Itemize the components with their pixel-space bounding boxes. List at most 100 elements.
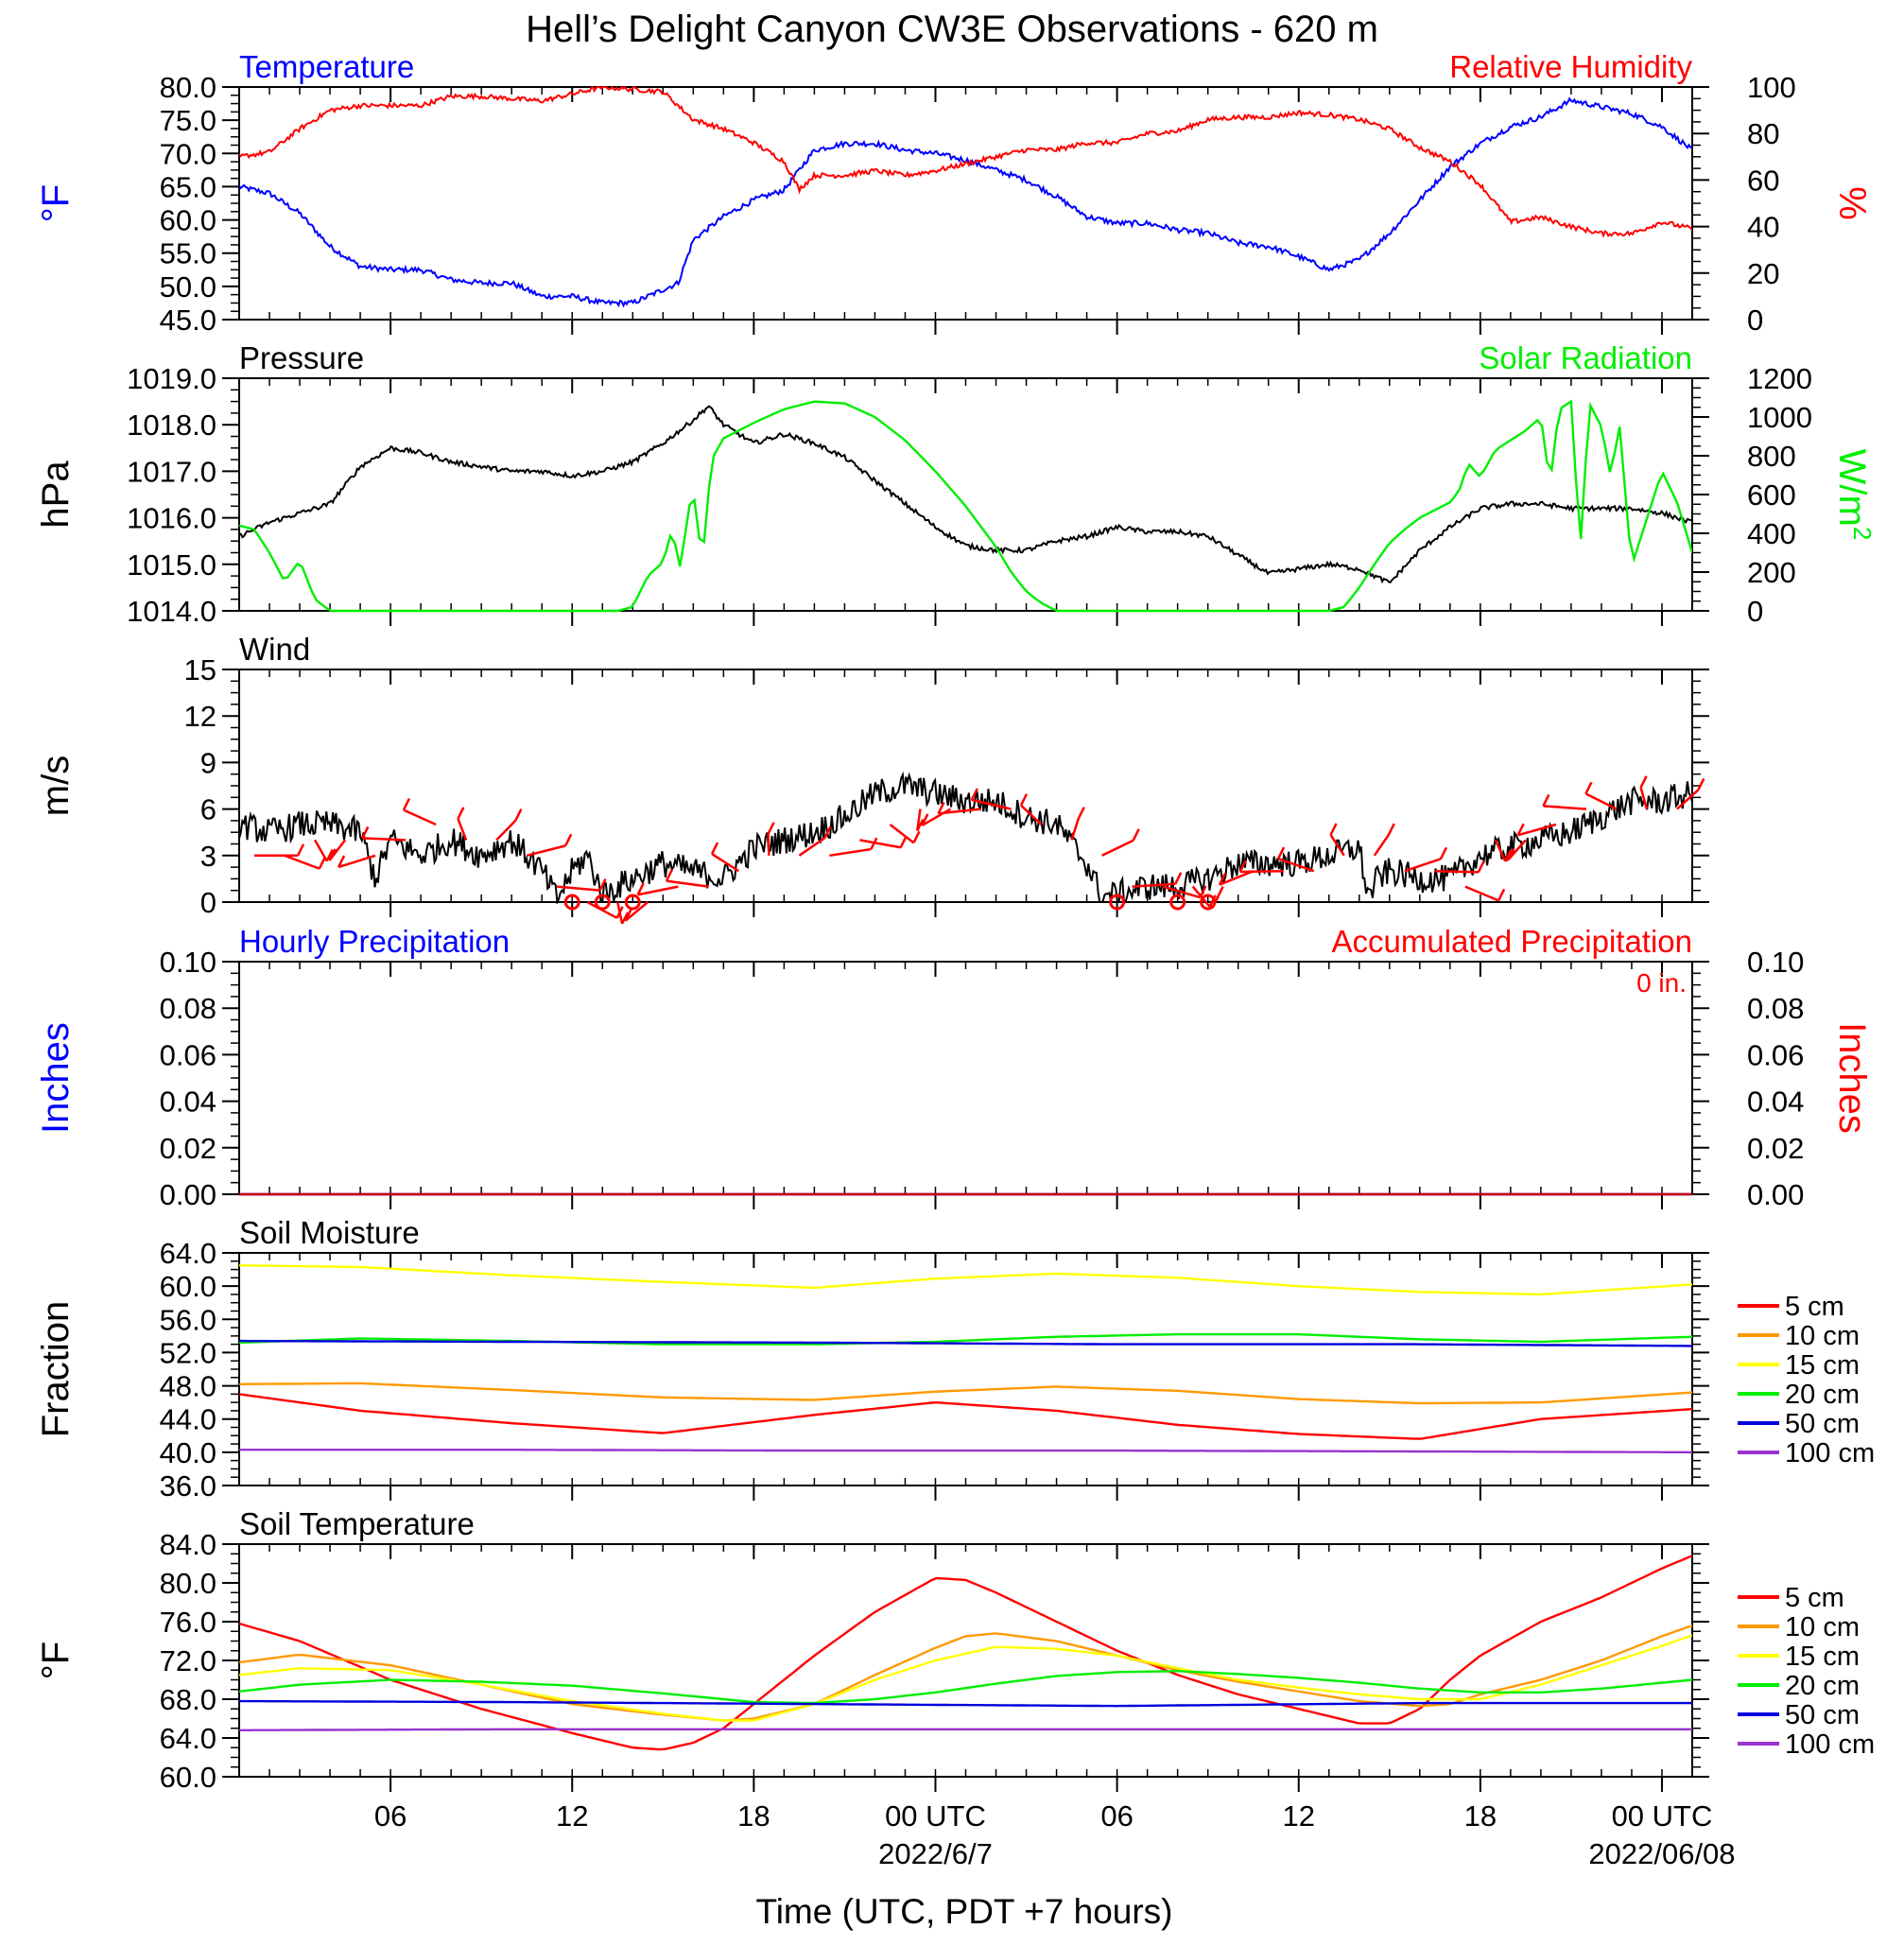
wind-barb: [711, 853, 740, 873]
wind-barb-feather: [710, 842, 719, 855]
y-left-tick-label: 84.0: [160, 1528, 216, 1561]
panel-left-title: Temperature: [239, 49, 414, 84]
y-right-label-text: W/m: [1831, 449, 1873, 527]
y-left-tick-label: 36.0: [160, 1469, 216, 1503]
x-tick-label: 12: [1282, 1799, 1314, 1833]
wind-barb-feather: [1329, 823, 1338, 836]
y-right-tick-label: 100: [1747, 71, 1796, 104]
y-right-tick-label: 400: [1747, 517, 1796, 550]
y-left-tick-label: 50.0: [160, 270, 216, 304]
series-line-wind: [239, 771, 1692, 904]
wind-barb: [624, 901, 649, 922]
wind-barb-feather: [457, 807, 465, 820]
wind-barb-feather: [636, 882, 645, 895]
x-tick-sublabel: 2022/6/7: [878, 1837, 993, 1870]
wind-barb: [1517, 823, 1557, 837]
y-left-tick-label: 0.08: [160, 992, 216, 1025]
y-left-tick-label: 60.0: [160, 1270, 216, 1303]
wind-barb: [495, 819, 517, 842]
y-left-tick-label: 60.0: [160, 1761, 216, 1794]
legend-label: 15 cm: [1785, 1350, 1860, 1381]
legend-label: 15 cm: [1785, 1642, 1860, 1672]
y-right-tick-label: 0.02: [1747, 1132, 1804, 1165]
x-tick-label: 06: [1100, 1799, 1133, 1833]
y-left-tick-label: 72.0: [160, 1644, 216, 1677]
y-right-label-superscript: 2: [1848, 527, 1877, 540]
x-tick-sublabel: 2022/06/08: [1588, 1837, 1735, 1870]
wind-barb: [889, 824, 915, 844]
wind-barb-feather: [921, 813, 929, 826]
wind-barb: [338, 854, 376, 869]
y-left-tick-label: 68.0: [160, 1683, 216, 1716]
y-left-tick-label: 80.0: [160, 71, 216, 104]
series-line-solar-radiation: [239, 399, 1692, 613]
y-right-tick-label: 20: [1747, 257, 1779, 290]
wind-barb-feather: [767, 822, 775, 835]
panel-3: 0.00 0.02 0.04 0.06 0.08 0.10 0.00 0.02 0.04 0.06…: [35, 924, 1873, 1211]
series-line-10-cm: [239, 1624, 1692, 1722]
wind-barb: [798, 837, 826, 857]
panel-left-title: Soil Temperature: [239, 1506, 475, 1541]
legend-label: 100 cm: [1785, 1438, 1875, 1468]
wind-barb-feather: [328, 848, 337, 861]
y-left-tick-label: 1017.0: [127, 455, 216, 488]
calm-marker: [624, 894, 641, 911]
y-right-label-text: %: [1831, 186, 1873, 220]
wind-barb: [1219, 870, 1255, 886]
y-left-tick-label: 12: [184, 700, 216, 733]
panel-right-title: Relative Humidity: [1449, 49, 1692, 84]
panel-left-title: Hourly Precipitation: [239, 924, 510, 959]
series-line-15-cm: [239, 1263, 1692, 1296]
wind-barb: [1584, 792, 1618, 810]
panel-right-title: Accumulated Precipitation: [1331, 924, 1692, 959]
panel-right-title: Solar Radiation: [1479, 340, 1692, 375]
y-left-tick-label: 1015.0: [127, 548, 216, 582]
series-line-pressure: [239, 405, 1692, 584]
panel-2: 0 3 6 9 12 15 Wind m/s: [35, 632, 1709, 925]
y-right-tick-label: 0: [1747, 595, 1763, 628]
wind-barb: [1543, 805, 1587, 810]
x-axis-label: Time (UTC, PDT +7 hours): [755, 1892, 1172, 1931]
wind-barb-feather: [1516, 823, 1525, 836]
y-left-tick-label: 9: [200, 746, 216, 779]
x-tick-label: 18: [737, 1799, 770, 1833]
wind-barb: [1373, 834, 1390, 857]
x-tick-label: 00 UTC: [885, 1799, 986, 1833]
y-left-tick-label: 70.0: [160, 137, 216, 170]
wind-barb: [616, 901, 624, 925]
series-line-20-cm: [239, 1332, 1692, 1346]
series-line-15-cm: [239, 1634, 1692, 1722]
y-right-label-text: Inches: [1831, 1022, 1873, 1134]
wind-barb-feather: [1504, 849, 1513, 862]
panel-left-title: Pressure: [239, 340, 364, 375]
y-left-tick-label: 0.02: [160, 1132, 216, 1165]
wind-barb: [1191, 885, 1211, 908]
y-right-tick-label: 0.04: [1747, 1086, 1804, 1119]
y-right-tick-label: 0.00: [1747, 1178, 1804, 1211]
wind-barb-feather: [337, 855, 346, 868]
legend-label: 10 cm: [1785, 1612, 1860, 1642]
wind-barb-feather: [899, 835, 908, 848]
wind-barb-feather: [620, 912, 630, 925]
series-line-5-cm: [239, 1555, 1692, 1751]
series-line-relative-humidity: [239, 85, 1692, 238]
wind-barb: [313, 839, 328, 862]
y-left-tick-label: 0.10: [160, 946, 216, 979]
wind-barb-feather: [1584, 781, 1593, 794]
y-left-tick-label: 1014.0: [127, 595, 216, 628]
y-left-tick-label: 65.0: [160, 170, 216, 203]
wind-barb: [1329, 834, 1345, 857]
wind-barb: [284, 854, 320, 870]
y-left-tick-label: 60.0: [160, 204, 216, 237]
panel-4: 36.040.044.048.052.056.060.064.0 Soil Moi…: [35, 1215, 1875, 1503]
y-left-tick-label: 75.0: [160, 104, 216, 137]
calm-marker: [1200, 894, 1217, 911]
wind-barb-feather: [937, 801, 945, 814]
panels: 45.050.055.060.065.070.075.080.002040608…: [35, 49, 1877, 1870]
y-right-label: %: [1831, 186, 1873, 220]
y-left-label: Inches: [35, 1022, 77, 1134]
wind-barb-feather: [823, 825, 832, 839]
wind-barb-feather: [1439, 846, 1448, 860]
wind-barb-feather: [1174, 872, 1183, 885]
